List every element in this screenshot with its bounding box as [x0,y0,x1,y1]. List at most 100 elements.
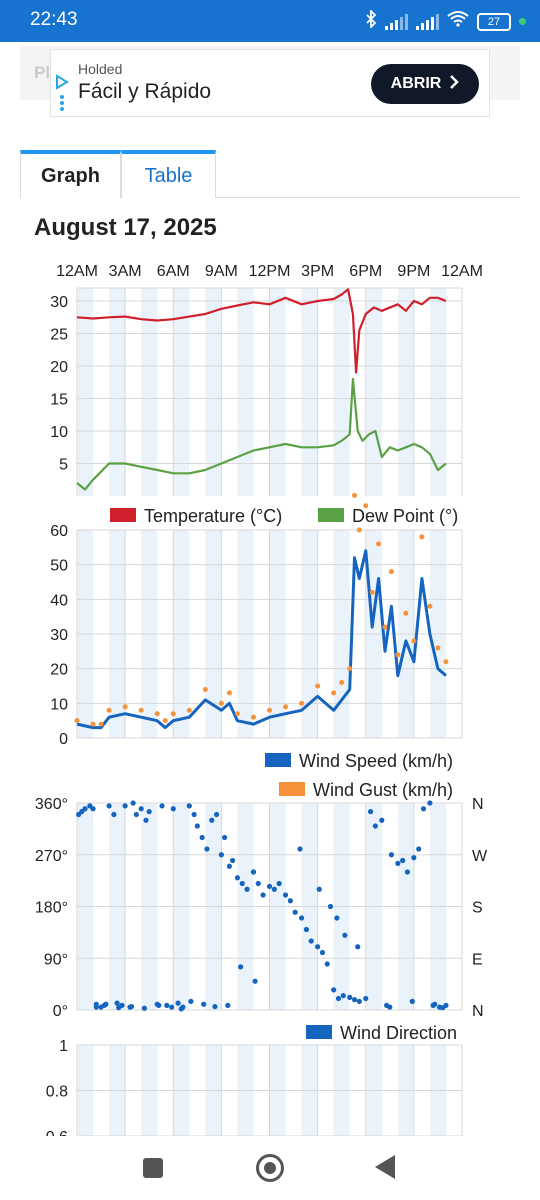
wind-direction-point [271,886,277,892]
wind-direction-point [225,1002,231,1009]
tab-table[interactable]: Table [121,150,216,198]
wind-direction-point [133,811,139,818]
wind-direction-point [427,800,433,806]
wind-direction-point [308,938,314,944]
y-tick-label: 20 [50,359,68,376]
wind-direction-point [111,811,117,818]
y-tick-label: 1 [59,1038,68,1055]
legend-label: Temperature (°C) [144,506,282,526]
y2-tick-label: N [472,796,484,813]
wind-direction-point [420,806,427,812]
wind-direction-point [122,803,128,809]
hour-band [269,288,286,496]
wind-direction-point [342,932,348,938]
wind-direction-point [351,997,358,1003]
wind-direction-point [316,886,322,892]
wind-direction-point [218,852,224,858]
wind-direction-point [230,857,236,864]
wind-direction-point [287,898,293,904]
wind-gust-point [443,659,449,665]
wind-direction-point [416,846,422,852]
wind-direction-point [82,806,88,812]
wind-direction-point [335,995,342,1002]
wind-direction-point [204,846,210,852]
wind-direction-point [130,800,136,806]
y-tick-label: 50 [50,558,68,575]
y-tick-label: 10 [50,696,68,713]
signal-2-icon [416,13,439,30]
wind-direction-point [440,1005,446,1011]
y-tick-label: 25 [50,327,68,344]
back-icon[interactable] [375,1155,395,1179]
wind-gust-point [315,683,321,689]
wind-direction-point [334,915,340,921]
wind-gust-point [352,492,358,498]
y-tick-label: 360° [35,796,68,813]
wind-direction-point [260,892,266,898]
wind-direction-point [226,863,232,869]
home-icon[interactable] [256,1154,284,1182]
y-tick-label: 60 [50,523,68,540]
wind-direction-point [292,909,298,915]
legend-swatch [265,753,291,767]
recents-icon[interactable] [143,1158,163,1178]
wifi-icon [447,11,469,32]
y-tick-label: 270° [35,848,68,865]
wind-direction-point [363,995,369,1002]
ad-choices-icon[interactable] [54,72,70,112]
y-tick-label: 30 [50,627,68,644]
wind-gust-point [299,700,305,706]
legend-label: Dew Point (°) [352,506,458,526]
hour-band [429,288,446,496]
hour-band [77,288,94,496]
y-tick-label: 90° [44,951,68,968]
ad-open-label: ABRIR [390,75,442,92]
y2-tick-label: S [472,900,483,917]
wind-direction-point [244,886,250,892]
wind-gust-point [234,711,240,717]
wind-gust-point [106,707,112,713]
hour-band [333,288,350,496]
y-tick-label: 0.6 [46,1129,68,1136]
wind-direction-point [340,993,346,999]
wind-gust-point [283,704,289,710]
wind-direction-point [327,903,334,910]
wind-direction-point [303,926,309,933]
x-tick-label: 3PM [301,263,334,280]
wind-direction-point [400,857,406,864]
wind-gust-point [435,645,441,651]
legend-swatch [110,508,136,522]
wind-direction-point [170,806,176,812]
wind-direction-point [156,1002,162,1009]
view-tabs: Graph Table [20,150,520,198]
y-tick-label: 0.8 [46,1084,68,1101]
wind-direction-point [255,880,261,887]
wind-direction-point [388,852,395,858]
hour-band [141,288,158,496]
ad-open-button[interactable]: ABRIR [371,64,479,104]
wind-direction-point [356,998,362,1004]
wind-direction-point [234,875,241,881]
y2-tick-label: E [472,951,483,968]
wind-direction-point [116,1005,122,1011]
status-icons: 27 [365,8,526,33]
wind-direction-point [319,949,326,956]
series-line [76,377,447,491]
wind-direction-point [221,834,228,841]
y-tick-label: 0° [53,1003,68,1020]
wind-gust-point [138,707,144,713]
battery-icon: 27 [477,12,511,31]
wind-gust-point [369,589,375,595]
wind-direction-point [213,811,220,818]
wind-direction-point [93,1004,99,1010]
wind-direction-point [186,803,192,809]
wind-direction-point [430,1002,436,1009]
bluetooth-icon [365,8,377,33]
tab-graph[interactable]: Graph [20,150,121,198]
x-tick-label: 6AM [157,263,190,280]
hour-band [205,288,222,496]
legend-swatch [279,782,305,796]
y-tick-label: 5 [59,457,68,474]
y-tick-label: 10 [50,424,68,441]
wind-gust-point [347,666,353,672]
